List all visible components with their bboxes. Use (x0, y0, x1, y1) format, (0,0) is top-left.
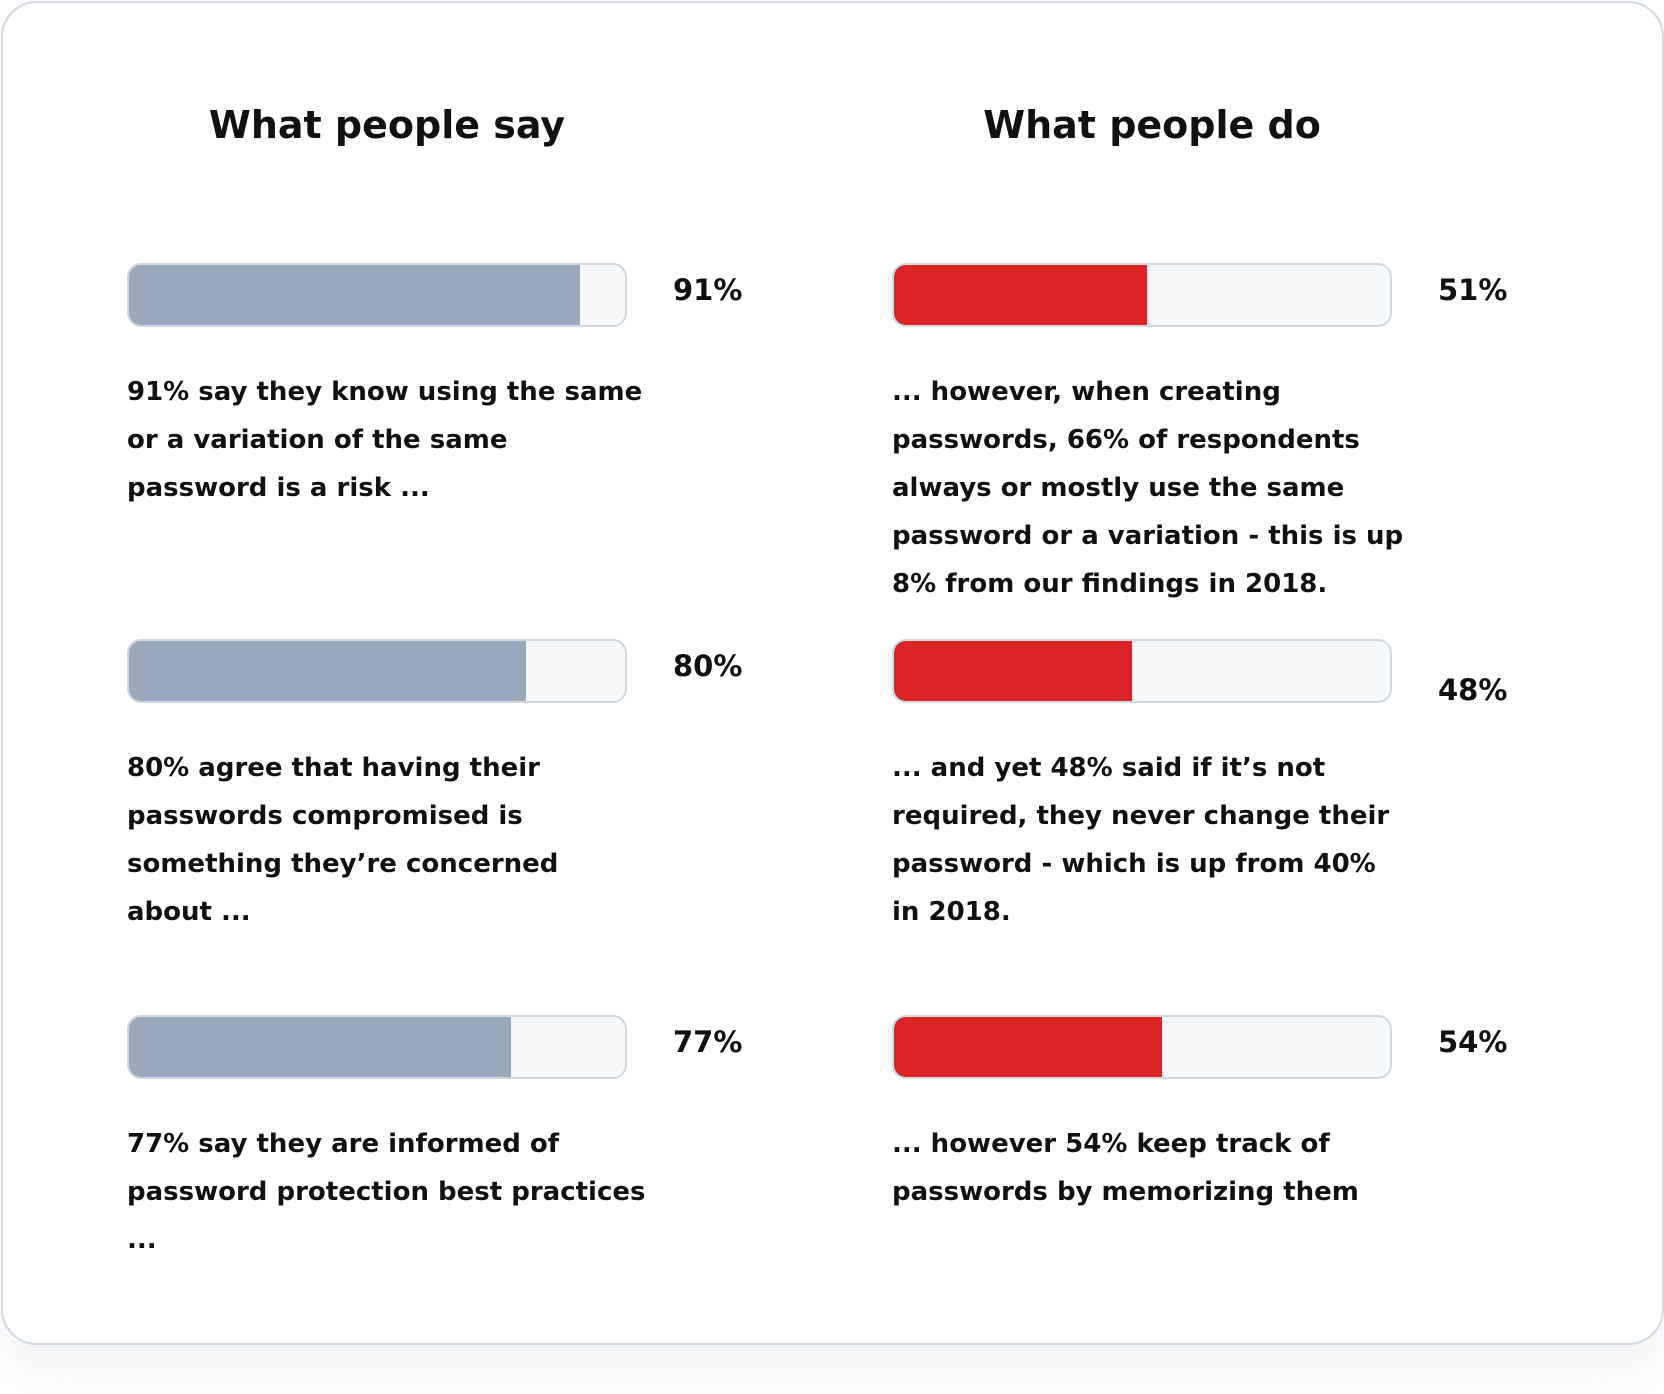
percent-label: 51% (1438, 273, 1508, 307)
bar-fill (129, 265, 581, 325)
bar-track (127, 263, 627, 327)
comparison-card: What people say 91% 91% say they know us… (1, 1, 1664, 1345)
column-title: What people do (983, 103, 1321, 147)
bar-fill (129, 1017, 511, 1077)
bar-track (892, 1015, 1392, 1079)
bar-fill (129, 641, 526, 701)
bar-track (127, 639, 627, 703)
stat-description: ... however 54% keep track of passwords … (892, 1129, 1359, 1207)
percent-label: 54% (1438, 1025, 1508, 1059)
stat-description: 77% say they are informed of password pr… (127, 1129, 646, 1255)
stat-description: 80% agree that having their passwords co… (127, 753, 559, 927)
percent-label: 48% (1438, 673, 1508, 707)
bar-track (892, 639, 1392, 703)
bar-fill (894, 1017, 1162, 1077)
bar-track (892, 263, 1392, 327)
percent-label: 80% (673, 649, 743, 683)
what-people-do-column: What people do 51% ... however, when cre… (768, 3, 1548, 1343)
bar-fill (894, 641, 1133, 701)
stat-description: ... however, when creating passwords, 66… (892, 377, 1404, 599)
percent-label: 77% (673, 1025, 743, 1059)
bar-track (127, 1015, 627, 1079)
stat-description: 91% say they know using the same or a va… (127, 377, 643, 503)
column-title: What people say (208, 103, 566, 147)
what-people-say-column: What people say 91% 91% say they know us… (3, 3, 783, 1343)
stat-description: ... and yet 48% said if it’s not require… (892, 753, 1390, 927)
bar-fill (894, 265, 1147, 325)
percent-label: 91% (673, 273, 743, 307)
